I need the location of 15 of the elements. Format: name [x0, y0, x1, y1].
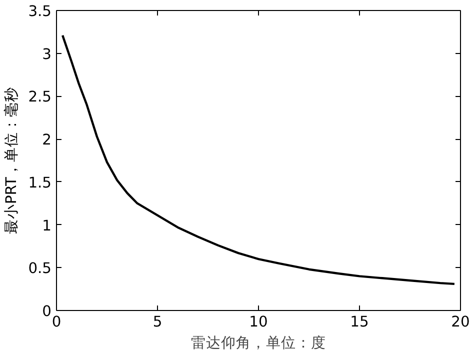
- y-tick-label: 3: [42, 46, 52, 63]
- line-series: [61, 34, 456, 286]
- y-tick-label: 1: [42, 217, 52, 234]
- y-tick-label: 0.5: [28, 260, 52, 278]
- y-axis-title: 最小PRT，单位：毫秒: [3, 87, 20, 234]
- y-tick-label: 1.5: [28, 174, 52, 192]
- x-tick-label: 15: [350, 314, 369, 330]
- x-axis-title: 雷达仰角，单位：度: [191, 334, 326, 352]
- x-tick-label: 20: [451, 314, 470, 330]
- x-tick-label: 5: [152, 314, 162, 330]
- x-tick-label: 10: [249, 314, 268, 330]
- y-tick-label: 2: [42, 132, 52, 149]
- y-tick-label: 0: [42, 303, 52, 320]
- y-tick-label: 2.5: [28, 88, 52, 106]
- y-tick-label: 3.5: [28, 3, 52, 20]
